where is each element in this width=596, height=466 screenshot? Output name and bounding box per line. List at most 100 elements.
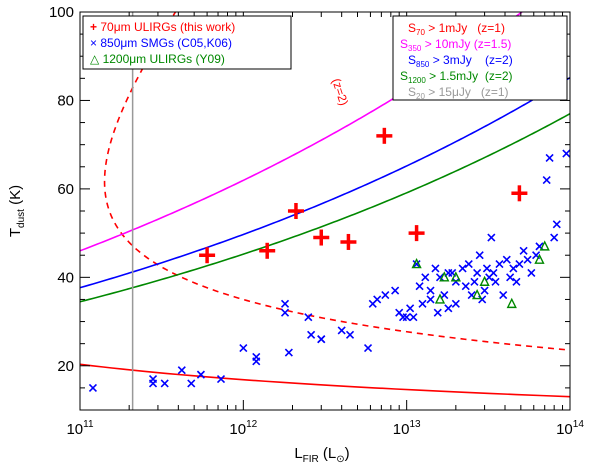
ulirg-70um-point bbox=[376, 127, 393, 144]
x-b bbox=[550, 233, 559, 242]
smg-850um-point bbox=[415, 282, 424, 291]
y-tick-label: 60 bbox=[57, 181, 74, 198]
ulirg-70um-point bbox=[408, 225, 425, 242]
x-b bbox=[461, 282, 470, 291]
x-b bbox=[509, 264, 518, 273]
ulirg-1200um-point bbox=[506, 297, 517, 309]
smg-850um-point bbox=[280, 308, 290, 317]
x-b bbox=[381, 290, 390, 300]
x-b bbox=[88, 383, 97, 392]
legend-right-box bbox=[392, 15, 568, 101]
smg-850um-point bbox=[502, 255, 511, 264]
legend-entry-s70: S70 > 1mJy (z=1) bbox=[408, 21, 505, 37]
smg-850um-point bbox=[418, 299, 427, 308]
smg-850um-point bbox=[552, 220, 561, 229]
x-b bbox=[391, 286, 400, 295]
smg-850um-point bbox=[187, 379, 196, 388]
x-b bbox=[562, 149, 570, 158]
x-b bbox=[491, 277, 500, 286]
smg-850um-point bbox=[177, 366, 186, 375]
smg-850um-point bbox=[421, 273, 430, 282]
z2-annotation: (z=2) bbox=[329, 77, 351, 108]
smg-850um-point bbox=[88, 383, 97, 392]
ulirg-1200um-point bbox=[534, 253, 545, 264]
legend-entry-70um: + 70μm ULIRGs (this work) bbox=[90, 20, 235, 34]
x-b bbox=[252, 352, 261, 361]
x-b bbox=[552, 220, 561, 229]
x-b bbox=[196, 370, 205, 379]
legend-right: S70 > 1mJy (z=1) S350 > 10mJy (z=1.5) S8… bbox=[392, 15, 568, 101]
x-b bbox=[426, 286, 435, 295]
x-b bbox=[542, 175, 551, 185]
y-axis-ticks: 20 40 60 80 100 bbox=[49, 4, 570, 411]
ulirg-70um-point bbox=[259, 242, 276, 259]
x-b bbox=[280, 299, 290, 308]
smg-850um-point bbox=[512, 277, 521, 286]
smg-850um-point bbox=[409, 313, 418, 322]
smg-850um-point bbox=[458, 264, 467, 273]
smg-850um-point bbox=[345, 330, 355, 339]
x-b bbox=[307, 330, 316, 339]
smg-850um-point bbox=[487, 233, 496, 242]
smg-850um-point bbox=[545, 153, 554, 162]
smg-850um-point bbox=[280, 299, 290, 308]
x-b bbox=[418, 299, 427, 308]
smg-850um-point bbox=[196, 370, 205, 379]
smg-850um-point bbox=[216, 374, 226, 384]
y-tick-label: 80 bbox=[57, 92, 74, 109]
y-tick-label: 40 bbox=[57, 269, 74, 286]
x-tick-label: 1011 bbox=[66, 419, 94, 438]
smg-850um-point bbox=[160, 379, 169, 388]
x-b bbox=[304, 313, 313, 322]
smg-850um-point bbox=[482, 264, 491, 273]
legend-entry-s20: S20 > 15μJy (z=1) bbox=[408, 85, 509, 101]
x-b bbox=[535, 242, 544, 251]
x-b bbox=[478, 295, 487, 304]
data-points bbox=[88, 127, 570, 392]
x-b bbox=[409, 313, 418, 322]
x-b bbox=[506, 273, 515, 282]
smg-850um-point bbox=[475, 251, 484, 260]
smg-850um-point bbox=[252, 352, 261, 361]
x-b bbox=[239, 344, 248, 353]
x-b bbox=[284, 348, 293, 357]
x-b bbox=[545, 153, 554, 162]
smg-850um-point bbox=[470, 277, 479, 286]
x-b bbox=[489, 268, 498, 277]
smg-850um-point bbox=[489, 268, 498, 277]
x-b bbox=[373, 295, 382, 304]
ulirg-70um-point bbox=[287, 203, 304, 219]
smg-850um-point bbox=[148, 379, 158, 388]
x-b bbox=[475, 251, 484, 260]
smg-850um-point bbox=[509, 264, 518, 273]
x-b bbox=[451, 277, 460, 286]
smg-850um-point bbox=[433, 308, 442, 317]
smg-850um-point bbox=[412, 260, 421, 269]
x-b bbox=[473, 268, 482, 277]
x-b bbox=[187, 379, 196, 388]
x-b bbox=[160, 379, 169, 388]
x-b bbox=[458, 264, 467, 273]
legend-entry-s850: S850 > 3mJy (z=2) bbox=[408, 53, 513, 69]
x-b bbox=[464, 260, 473, 269]
x-b bbox=[467, 290, 476, 300]
smg-850um-point bbox=[431, 264, 440, 273]
x-b bbox=[280, 308, 290, 317]
legend-left-box bbox=[82, 15, 292, 70]
x-b bbox=[480, 286, 489, 295]
legend-entry-s350: S350 > 10mJy (z=1.5) bbox=[400, 37, 511, 53]
ulirg-70um-point bbox=[313, 229, 330, 246]
smg-850um-point bbox=[519, 246, 528, 255]
legend-entry-s1200: S1200 > 1.5mJy (z=2) bbox=[400, 69, 513, 85]
x-b bbox=[512, 277, 521, 286]
y-axis-title: Tdust (K) bbox=[7, 185, 27, 237]
legend-left: + 70μm ULIRGs (this work) × 850μm SMGs (… bbox=[82, 15, 292, 70]
smg-850um-point bbox=[337, 326, 346, 335]
ulirg-1200um-point bbox=[434, 293, 446, 304]
ulirg-1200um-point bbox=[471, 288, 483, 300]
smg-850um-point bbox=[506, 273, 515, 282]
x-b bbox=[426, 295, 435, 304]
x-b bbox=[337, 326, 346, 335]
x-b bbox=[519, 246, 528, 255]
x-b bbox=[363, 344, 373, 353]
